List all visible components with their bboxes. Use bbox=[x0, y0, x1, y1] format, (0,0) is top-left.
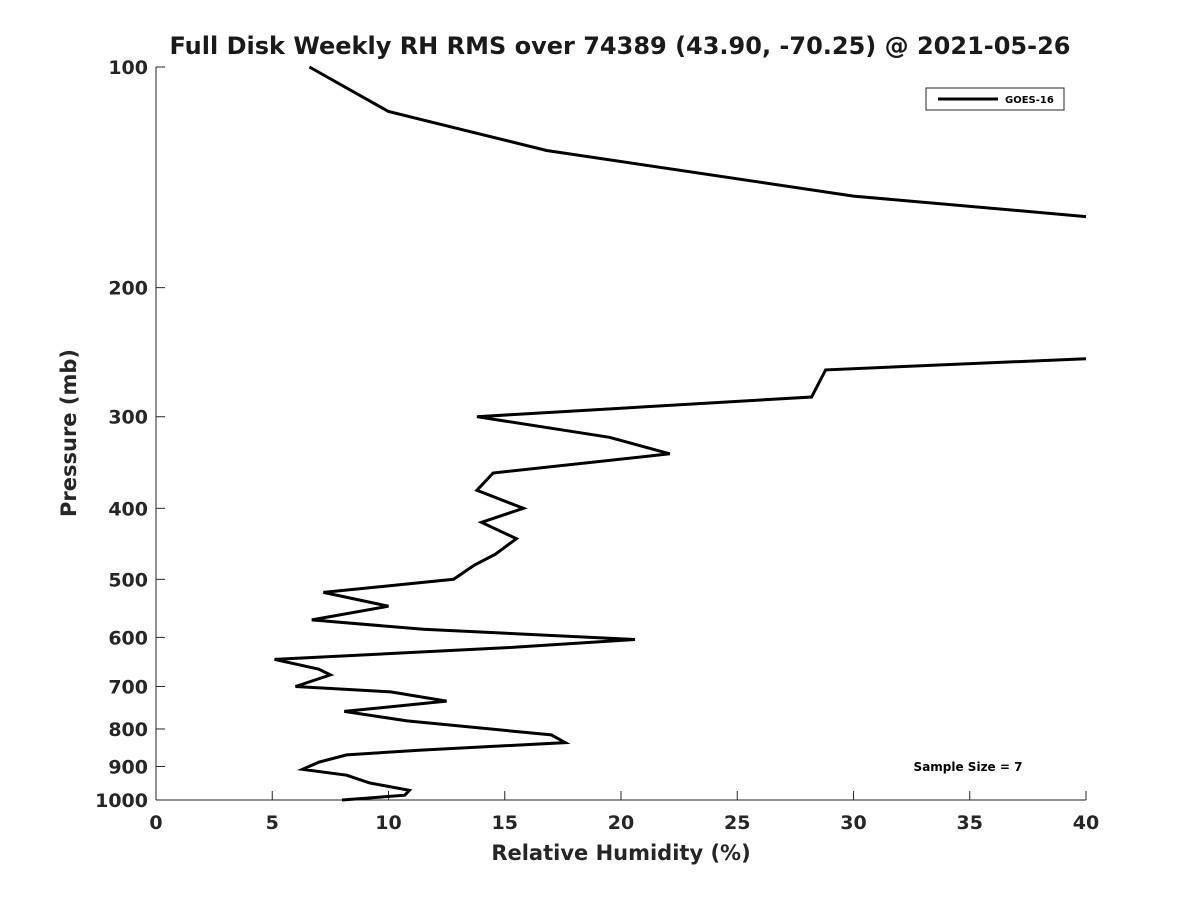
x-tick-label: 0 bbox=[149, 812, 162, 834]
x-tick-label: 35 bbox=[957, 812, 983, 834]
x-tick-label: 15 bbox=[492, 812, 518, 834]
y-tick-label: 800 bbox=[108, 719, 148, 741]
sample-size-annotation: Sample Size = 7 bbox=[914, 760, 1023, 774]
chart-title: Full Disk Weekly RH RMS over 74389 (43.9… bbox=[169, 32, 1070, 60]
x-axis-label: Relative Humidity (%) bbox=[491, 841, 750, 865]
y-tick-label: 500 bbox=[108, 569, 148, 591]
y-tick-label: 700 bbox=[108, 676, 148, 698]
y-tick-label: 300 bbox=[108, 407, 148, 429]
series-line-goes-16 bbox=[274, 357, 1087, 802]
x-tick-label: 40 bbox=[1073, 812, 1099, 834]
y-tick-label: 400 bbox=[108, 498, 148, 520]
y-tick-label: 100 bbox=[108, 57, 148, 79]
y-tick-label: 600 bbox=[108, 627, 148, 649]
x-tick-label: 10 bbox=[375, 812, 401, 834]
x-tick-label: 30 bbox=[840, 812, 866, 834]
y-tick-label: 900 bbox=[108, 756, 148, 778]
x-tick-label: 25 bbox=[724, 812, 750, 834]
x-tick-label: 20 bbox=[608, 812, 634, 834]
y-axis-label: Pressure (mb) bbox=[57, 349, 81, 517]
series-line-goes-16 bbox=[308, 65, 1087, 219]
x-tick-label: 5 bbox=[266, 812, 279, 834]
x-axis-ticks: 0 5 10 15 20 25 30 35 40 bbox=[149, 791, 1099, 834]
y-axis-ticks: 100 200 300 400 500 600 700 800 900 1000 bbox=[95, 57, 165, 812]
legend: GOES-16 bbox=[925, 87, 1065, 111]
data-series bbox=[274, 65, 1087, 802]
legend-label: GOES-16 bbox=[1005, 95, 1054, 106]
y-tick-label: 200 bbox=[108, 278, 148, 300]
y-tick-label: 1000 bbox=[95, 790, 148, 812]
